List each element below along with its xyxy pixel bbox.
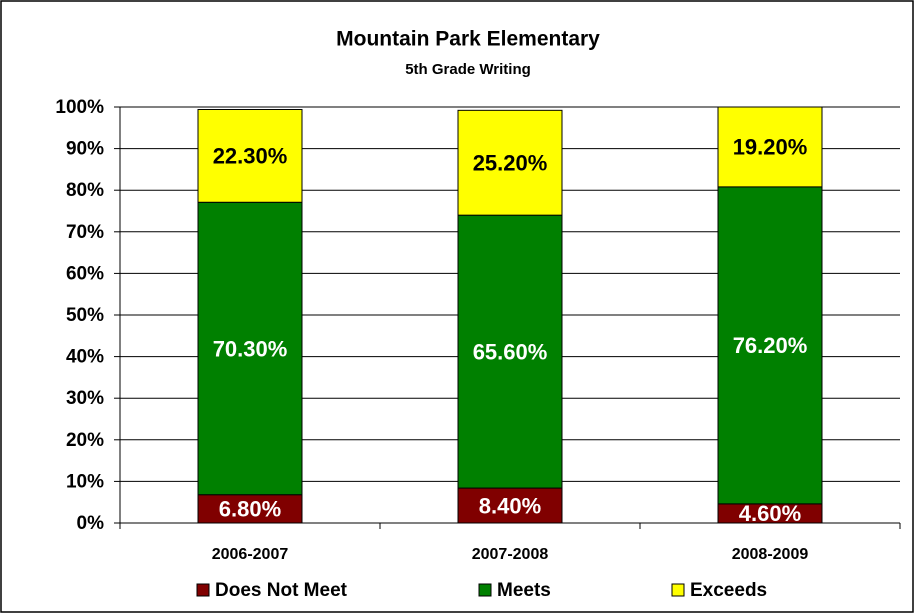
y-tick-label: 50% <box>66 305 104 326</box>
data-label: 8.40% <box>479 493 541 518</box>
legend-swatch <box>196 583 210 597</box>
chart-title: Mountain Park Elementary <box>336 28 600 51</box>
legend-swatch <box>478 583 492 597</box>
y-tick-label: 10% <box>66 471 104 492</box>
data-label: 25.20% <box>473 151 548 176</box>
y-tick-label: 30% <box>66 388 104 409</box>
bar-segment <box>197 494 303 524</box>
data-label: 70.30% <box>213 336 288 361</box>
y-tick-label: 90% <box>66 139 104 160</box>
data-label: 4.60% <box>739 501 801 526</box>
legend-swatch <box>671 583 685 597</box>
y-tick-label: 70% <box>66 222 104 243</box>
data-label: 76.20% <box>733 333 808 358</box>
y-tick-label: 0% <box>77 513 105 534</box>
data-label: 22.30% <box>213 144 288 169</box>
x-tick-label: 2007-2008 <box>472 546 549 563</box>
data-label: 19.20% <box>733 135 808 160</box>
bar-segment <box>717 186 823 505</box>
bar-segment <box>197 108 303 203</box>
y-tick-label: 80% <box>66 180 104 201</box>
data-label: 65.60% <box>473 339 548 364</box>
bar-segment <box>717 106 823 188</box>
x-tick-label: 2006-2007 <box>212 546 289 563</box>
chart-subtitle: 5th Grade Writing <box>405 61 531 78</box>
y-tick-label: 20% <box>66 430 104 451</box>
y-tick-label: 100% <box>55 97 104 118</box>
bar-segment <box>457 109 563 216</box>
bar-segment <box>457 214 563 489</box>
legend-label: Does Not Meet <box>215 580 348 601</box>
y-tick-label: 40% <box>66 347 104 368</box>
y-tick-label: 60% <box>66 263 104 284</box>
x-tick-label: 2008-2009 <box>732 546 809 563</box>
data-label: 6.80% <box>219 497 281 522</box>
bar-segment <box>457 487 563 524</box>
legend-label: Meets <box>497 580 551 601</box>
legend-label: Exceeds <box>690 580 767 601</box>
bar-segment <box>197 201 303 496</box>
